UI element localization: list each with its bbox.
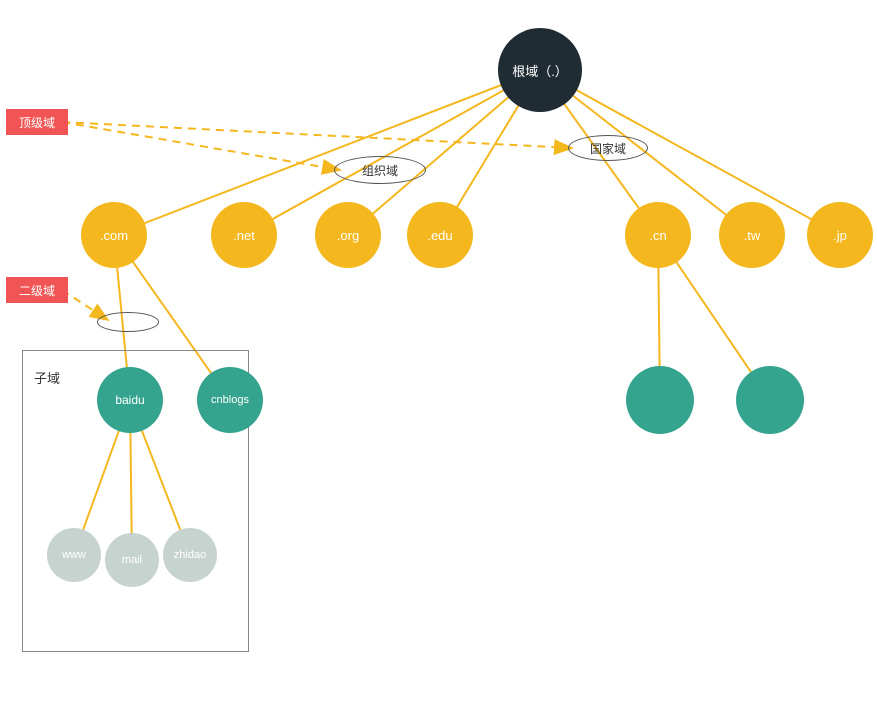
node-jp: .jp: [807, 202, 873, 268]
subdomain-box-label: 子域: [34, 368, 60, 387]
dashed-arrow-1: [62, 122, 572, 148]
node-cn_c1: [626, 366, 694, 434]
node-tw: .tw: [719, 202, 785, 268]
org-domain-label: 组织域: [334, 156, 426, 184]
node-zhidao: zhidao: [163, 528, 217, 582]
node-baidu: baidu: [97, 367, 163, 433]
node-cn: .cn: [625, 202, 691, 268]
node-www: www: [47, 528, 101, 582]
dashed-arrow-0: [62, 122, 340, 170]
top-level-tag: 顶级域: [6, 109, 68, 135]
node-cn_c2: [736, 366, 804, 434]
country-domain-label: 国家域: [568, 135, 648, 161]
node-com: .com: [81, 202, 147, 268]
node-edu: .edu: [407, 202, 473, 268]
edge-root-net: [244, 70, 540, 235]
second-ellipse: [97, 312, 159, 332]
node-cnblogs: cnblogs: [197, 367, 263, 433]
node-root: 根域（.）: [498, 28, 582, 112]
second-level-tag: 二级域: [6, 277, 68, 303]
node-net: .net: [211, 202, 277, 268]
dns-tree-diagram: 子域 组织域 国家域 根域（.） .com .net .org .edu .cn .tw .jp…: [0, 0, 877, 725]
node-org: .org: [315, 202, 381, 268]
dashed-arrow-2: [62, 290, 108, 320]
node-mail: mail: [105, 533, 159, 587]
